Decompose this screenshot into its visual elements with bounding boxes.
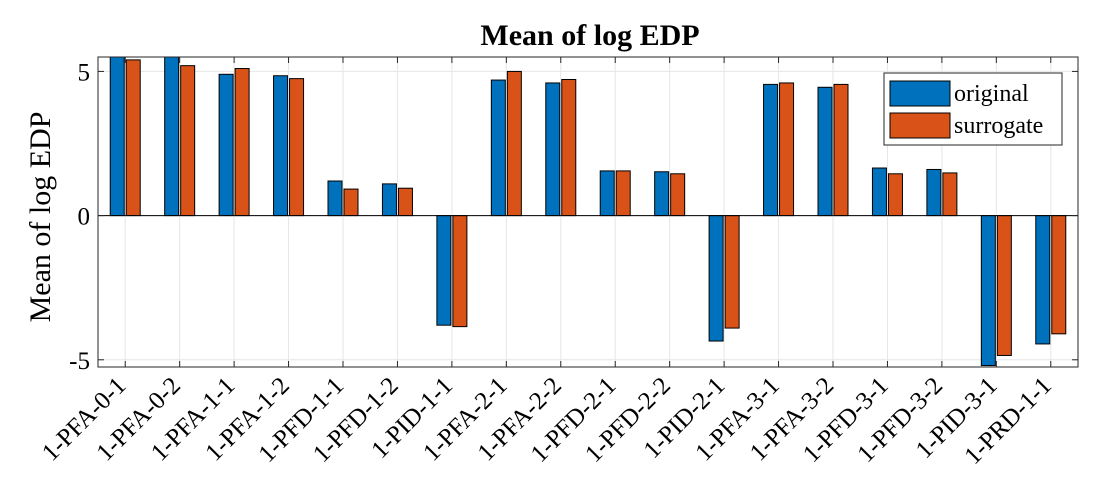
y-tick-label: 5 (78, 59, 91, 86)
bar-original-1-PID-2-1 (708, 215, 724, 342)
y-tick-label: 0 (78, 204, 91, 231)
bar-original-1-PFD-2-1 (599, 170, 615, 217)
bar-surrogate-1-PID-1-1 (452, 215, 468, 328)
bar-surrogate-1-PFA-1-1 (234, 68, 250, 217)
bar-surrogate-1-PID-3-1 (996, 215, 1012, 356)
bar-original-1-PID-1-1 (436, 215, 452, 326)
bar-surrogate-1-PFD-2-1 (615, 170, 631, 217)
y-axis-label: Mean of log EDP (24, 112, 57, 323)
bar-original-1-PFD-2-2 (654, 171, 670, 217)
bar-original-1-PFA-2-1 (490, 79, 506, 217)
bar-original-1-PFA-1-2 (273, 75, 289, 217)
bar-surrogate-1-PFD-1-2 (397, 187, 413, 217)
bar-original-1-PFD-3-2 (926, 168, 942, 217)
bar-surrogate-1-PFA-3-2 (833, 83, 849, 217)
bar-original-1-PFA-0-2 (164, 56, 180, 217)
bar-original-1-PFA-3-1 (763, 83, 779, 217)
bar-surrogate-1-PFA-0-1 (125, 59, 141, 217)
legend-label-original: original (954, 81, 1029, 107)
bar-surrogate-1-PFA-2-2 (561, 78, 577, 217)
series-surrogate (125, 59, 1067, 356)
bar-series-group (109, 56, 1067, 367)
bar-original-1-PFA-0-1 (109, 56, 125, 217)
bar-original-1-PFA-3-2 (817, 86, 833, 217)
bar-surrogate-1-PFD-1-1 (343, 188, 359, 217)
bar-surrogate-1-PRD-1-1 (1051, 215, 1067, 335)
bar-original-1-PRD-1-1 (1035, 215, 1051, 345)
bar-original-1-PFD-1-2 (381, 183, 397, 217)
bar-surrogate-1-PFA-1-2 (289, 78, 305, 217)
bar-original-1-PFA-2-2 (545, 82, 561, 217)
bar-original-1-PID-3-1 (980, 215, 996, 367)
bar-surrogate-1-PFD-2-2 (670, 173, 686, 217)
bar-surrogate-1-PFA-0-2 (180, 65, 196, 217)
chart-title: Mean of log EDP (480, 19, 699, 52)
legend-swatch-surrogate (889, 112, 951, 139)
y-ticks: -5 0 5 (69, 59, 1078, 375)
bar-surrogate-1-PFA-2-1 (506, 70, 522, 217)
legend-swatch-original (889, 80, 951, 107)
bar-original-1-PFD-3-1 (871, 167, 887, 217)
bar-surrogate-1-PID-2-1 (724, 215, 740, 329)
bar-surrogate-1-PFD-3-2 (942, 172, 958, 217)
legend-label-surrogate: surrogate (954, 113, 1043, 139)
bar-original-1-PFD-1-1 (327, 180, 343, 217)
bar-surrogate-1-PFA-3-1 (779, 82, 795, 217)
grid-lines (98, 57, 1078, 367)
y-tick-label: -5 (69, 348, 90, 375)
legend: original surrogate (883, 72, 1063, 146)
bar-original-1-PFA-1-1 (218, 73, 234, 217)
plot-frame (97, 56, 1079, 368)
bar-surrogate-1-PFD-3-1 (887, 173, 903, 217)
